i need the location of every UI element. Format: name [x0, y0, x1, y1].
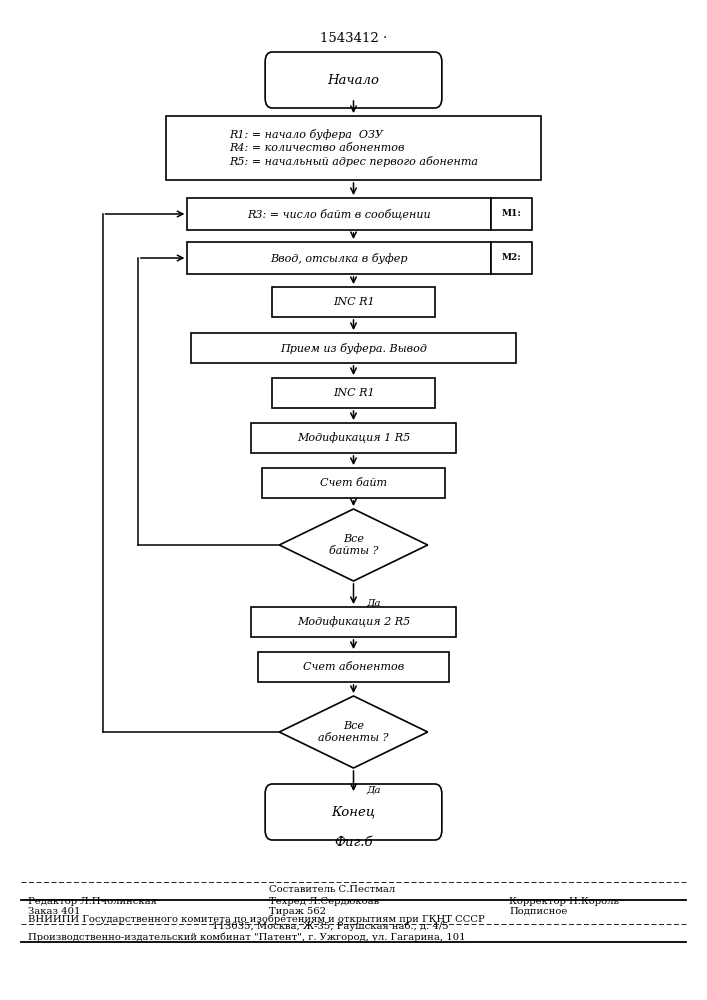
Text: Да: Да — [366, 786, 381, 794]
Text: Техред Л.Сердюкоав: Техред Л.Сердюкоав — [269, 896, 379, 906]
Text: Составитель С.Пестмал: Составитель С.Пестмал — [269, 886, 395, 894]
Polygon shape — [279, 696, 428, 768]
FancyBboxPatch shape — [265, 784, 442, 840]
Bar — [262, 468, 445, 498]
Text: М1:: М1: — [502, 210, 522, 219]
Text: Производственно-издательский комбинат "Патент", г. Ужгород, ул. Гагарина, 101: Производственно-издательский комбинат "П… — [28, 932, 466, 942]
Text: Все
абоненты ?: Все абоненты ? — [318, 721, 389, 743]
Text: Все
байты ?: Все байты ? — [329, 534, 378, 556]
Text: Счет байт: Счет байт — [320, 478, 387, 488]
Text: Конец: Конец — [332, 806, 375, 818]
Bar — [491, 198, 532, 230]
Text: INC R1: INC R1 — [333, 388, 374, 398]
Text: 1543412 ·: 1543412 · — [320, 31, 387, 44]
Text: Прием из буфера. Вывод: Прием из буфера. Вывод — [280, 342, 427, 354]
Text: INC R1: INC R1 — [333, 297, 374, 307]
Text: Счет абонентов: Счет абонентов — [303, 662, 404, 672]
FancyBboxPatch shape — [265, 52, 442, 108]
Text: Редактор Л.Пчолинская: Редактор Л.Пчолинская — [28, 896, 157, 906]
Text: R1: = начало буфера  ОЗУ
R4: = количество абонентов
R5: = начальный адрес первог: R1: = начало буфера ОЗУ R4: = количество… — [229, 129, 478, 167]
Text: Ввод, отсылка в буфер: Ввод, отсылка в буфер — [271, 252, 408, 263]
Bar — [187, 198, 491, 230]
Text: 113035, Москва, Ж-35, Раушская наб., д. 4/5: 113035, Москва, Ж-35, Раушская наб., д. … — [212, 921, 449, 931]
Text: М2:: М2: — [502, 253, 522, 262]
Text: Начало: Начало — [327, 74, 380, 87]
Bar — [191, 333, 516, 363]
Text: ВНИИПИ Государственного комитета по изобретениям и открытиям при ГКНТ СССР: ВНИИПИ Государственного комитета по изоб… — [28, 914, 485, 924]
Bar — [251, 423, 456, 453]
Text: Да: Да — [366, 598, 381, 607]
Bar — [491, 242, 532, 274]
Bar — [258, 652, 449, 682]
Text: Заказ 401: Заказ 401 — [28, 906, 81, 916]
Bar — [187, 242, 491, 274]
Text: Подписное: Подписное — [509, 906, 568, 916]
Text: R3: = число байт в сообщении: R3: = число байт в сообщении — [247, 208, 431, 220]
Text: Модификация 1 R5: Модификация 1 R5 — [297, 433, 410, 443]
Bar — [272, 287, 435, 317]
Text: Тираж 562: Тираж 562 — [269, 906, 326, 916]
Text: Модификация 2 R5: Модификация 2 R5 — [297, 617, 410, 627]
Text: Корректор Н.Король: Корректор Н.Король — [509, 896, 619, 906]
Polygon shape — [279, 509, 428, 581]
Text: Фиг.б: Фиг.б — [334, 836, 373, 848]
Bar — [166, 116, 541, 180]
Bar — [272, 378, 435, 408]
Bar — [251, 607, 456, 637]
